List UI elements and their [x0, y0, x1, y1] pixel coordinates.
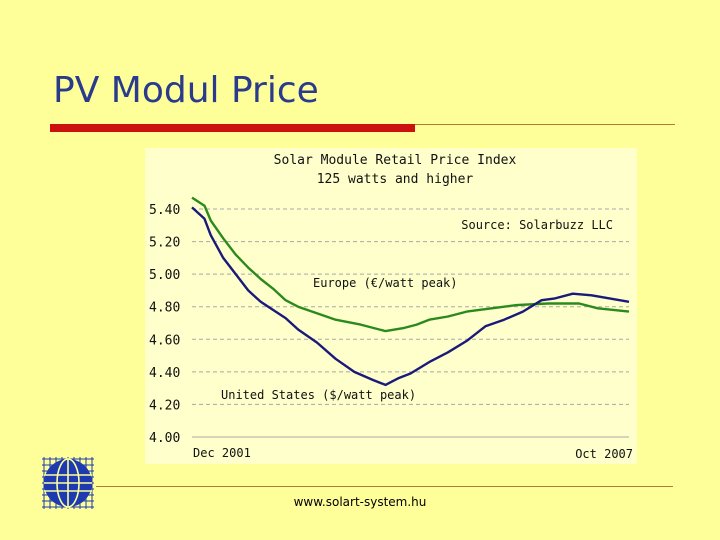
chart-panel: Solar Module Retail Price Index 125 watt… — [145, 148, 637, 464]
chart-title: Solar Module Retail Price Index — [274, 153, 517, 168]
y-tick-label: 5.00 — [149, 268, 180, 283]
price-index-chart: Solar Module Retail Price Index 125 watt… — [149, 153, 633, 461]
x-start-label: Dec 2001 — [193, 446, 251, 460]
chart-source: Source: Solarbuzz LLC — [461, 218, 613, 232]
chart-subtitle: 125 watts and higher — [317, 172, 474, 187]
x-end-label: Oct 2007 — [575, 447, 633, 461]
y-tick-label: 5.40 — [149, 203, 180, 218]
series-lines — [191, 196, 630, 387]
series-label-united-states: United States ($/watt peak) — [221, 388, 416, 402]
series-line-united-states — [191, 206, 630, 387]
y-tick-label: 4.40 — [149, 366, 180, 381]
y-tick-label: 4.00 — [149, 431, 180, 446]
title-rule — [415, 124, 675, 125]
y-axis-ticks: 5.40 5.20 5.00 4.80 4.60 4.40 4.20 4.00 — [149, 203, 180, 446]
series-line-europe — [191, 196, 630, 333]
y-tick-label: 4.20 — [149, 398, 180, 413]
grid-lines — [192, 208, 629, 438]
y-tick-label: 5.20 — [149, 236, 180, 251]
slide-title: PV Modul Price — [53, 70, 319, 111]
footer-url: www.solart-system.hu — [293, 495, 427, 509]
y-tick-label: 4.60 — [149, 333, 180, 348]
title-accent-bar — [50, 124, 415, 132]
y-tick-label: 4.80 — [149, 301, 180, 316]
series-label-europe: Europe (€/watt peak) — [313, 276, 458, 290]
footer-rule — [96, 486, 673, 487]
globe-grid-icon — [40, 455, 96, 511]
